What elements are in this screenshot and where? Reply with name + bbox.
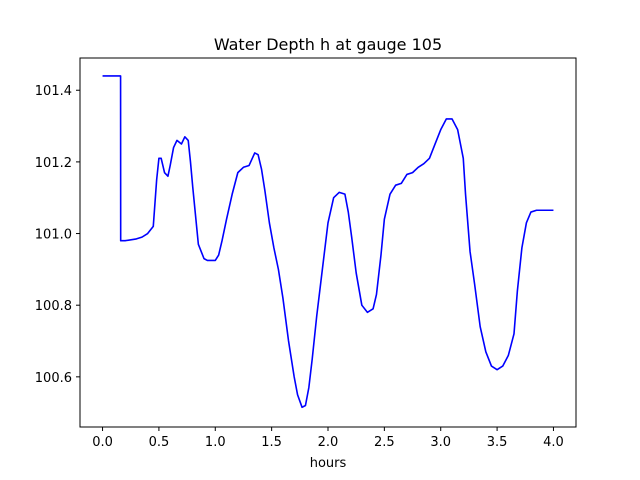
y-axis: 100.6 100.8 101.0 101.2 101.4 — [35, 84, 80, 386]
x-tick-label: 0.5 — [149, 435, 170, 450]
y-tick-label: 101.0 — [35, 228, 72, 243]
x-tick-label: 2.0 — [318, 435, 339, 450]
x-axis-label: hours — [310, 456, 347, 471]
x-axis: 0.0 0.5 1.0 1.5 2.0 2.5 3.0 3.5 4.0 — [92, 427, 564, 450]
y-tick-label: 101.4 — [35, 84, 72, 99]
series-layer — [102, 75, 554, 409]
x-tick-label: 1.0 — [205, 435, 226, 450]
x-tick-label: 4.0 — [543, 435, 564, 450]
x-tick-label: 3.0 — [430, 435, 451, 450]
x-tick-label: 3.5 — [487, 435, 508, 450]
y-tick-label: 100.6 — [35, 371, 72, 386]
plot-area-frame — [79, 57, 577, 428]
chart-title: Water Depth h at gauge 105 — [214, 35, 442, 54]
x-tick-label: 0.0 — [92, 435, 113, 450]
series-line — [102, 75, 554, 409]
y-tick-label: 101.2 — [35, 156, 72, 171]
x-tick-label: 2.5 — [374, 435, 395, 450]
y-tick-label: 100.8 — [35, 299, 72, 314]
x-tick-label: 1.5 — [261, 435, 282, 450]
